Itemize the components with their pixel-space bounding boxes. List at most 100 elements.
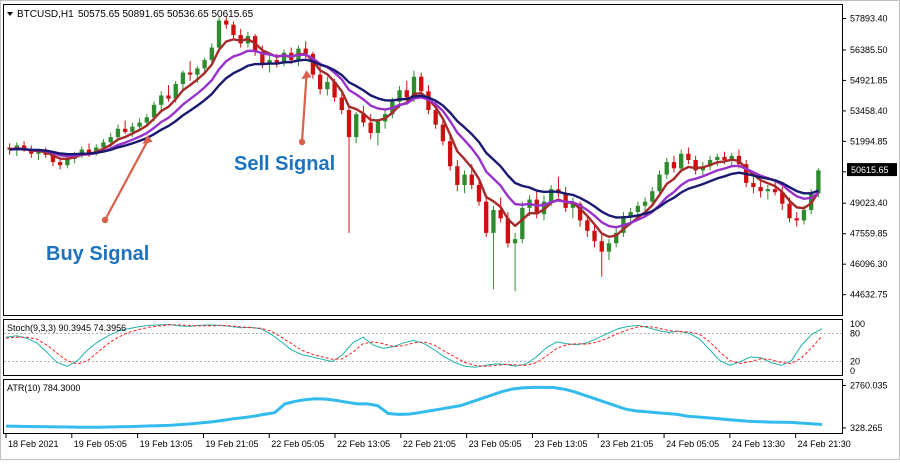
candle-body[interactable] xyxy=(722,156,727,160)
candle-body[interactable] xyxy=(101,142,106,148)
candle-body[interactable] xyxy=(202,60,207,69)
candle-body[interactable] xyxy=(729,155,734,160)
candle-body[interactable] xyxy=(801,209,807,221)
candle-body[interactable] xyxy=(765,189,771,192)
candle-body[interactable] xyxy=(606,243,612,252)
candle-body[interactable] xyxy=(29,150,34,154)
candle-body[interactable] xyxy=(772,189,778,193)
candle-body[interactable] xyxy=(758,187,763,192)
candle-body[interactable] xyxy=(310,53,316,75)
candle-body[interactable] xyxy=(614,232,619,244)
candle-body[interactable] xyxy=(86,149,92,153)
candle-body[interactable] xyxy=(397,90,402,102)
stoch-main-line xyxy=(5,323,823,368)
candle-body[interactable] xyxy=(491,209,496,233)
ohlc-readout: 50575.65 50891.65 50536.65 50615.65 xyxy=(78,9,254,20)
candle-body[interactable] xyxy=(411,76,417,98)
candle-body[interactable] xyxy=(260,51,265,65)
candle-body[interactable] xyxy=(476,184,482,202)
ma-mid-line xyxy=(9,49,820,229)
candle-body[interactable] xyxy=(130,126,135,132)
candle-body[interactable] xyxy=(570,203,576,208)
candle-body[interactable] xyxy=(520,207,525,240)
candle-body[interactable] xyxy=(780,192,785,204)
candle-body[interactable] xyxy=(686,153,691,160)
candle-body[interactable] xyxy=(108,137,113,143)
candle-body[interactable] xyxy=(137,122,142,127)
candle-body[interactable] xyxy=(440,124,446,142)
candle-body[interactable] xyxy=(65,158,70,166)
candle-body[interactable] xyxy=(216,20,222,48)
candle-body[interactable] xyxy=(462,174,467,185)
candle-body[interactable] xyxy=(512,239,518,244)
candle-body[interactable] xyxy=(166,95,171,99)
candle-body[interactable] xyxy=(505,218,511,244)
candle-body[interactable] xyxy=(354,114,359,138)
candle-body[interactable] xyxy=(787,203,792,219)
candle-body[interactable] xyxy=(498,209,503,219)
candle-body[interactable] xyxy=(209,47,214,61)
candle-body[interactable] xyxy=(715,156,720,160)
candle-body[interactable] xyxy=(592,230,597,242)
candle-body[interactable] xyxy=(635,205,641,213)
candle-body[interactable] xyxy=(180,72,186,84)
atr-pane[interactable]: 2760.035 328.265 xyxy=(5,380,888,433)
candle-body[interactable] xyxy=(122,128,128,132)
candle-body[interactable] xyxy=(368,122,373,133)
dropdown-triangle-icon[interactable] xyxy=(7,12,13,16)
candle-body[interactable] xyxy=(94,147,99,153)
candle-body[interactable] xyxy=(281,52,287,64)
candle-body[interactable] xyxy=(57,162,63,166)
candle-body[interactable] xyxy=(325,81,330,90)
candle-body[interactable] xyxy=(707,160,713,167)
candle-body[interactable] xyxy=(447,141,453,167)
candle-body[interactable] xyxy=(650,191,655,202)
candle-body[interactable] xyxy=(585,220,590,231)
candle-body[interactable] xyxy=(361,114,366,123)
candle-body[interactable] xyxy=(339,97,344,111)
candle-body[interactable] xyxy=(303,48,308,54)
time-tick-label: 23 Feb 05:05 xyxy=(469,439,522,449)
candle-body[interactable] xyxy=(144,117,149,123)
candle-body[interactable] xyxy=(187,72,193,75)
candle-body[interactable] xyxy=(151,104,157,118)
candle-body[interactable] xyxy=(375,121,381,133)
candle-body[interactable] xyxy=(751,182,756,188)
candle-body[interactable] xyxy=(642,201,648,206)
candle-body[interactable] xyxy=(816,170,821,194)
candle-body[interactable] xyxy=(549,189,554,202)
candle-body[interactable] xyxy=(173,84,178,99)
candle-body[interactable] xyxy=(274,60,279,64)
candle-body[interactable] xyxy=(484,201,489,233)
candle-body[interactable] xyxy=(115,128,121,138)
candle-body[interactable] xyxy=(195,68,200,75)
candle-body[interactable] xyxy=(469,174,474,185)
candle-body[interactable] xyxy=(317,74,323,90)
candle-body[interactable] xyxy=(419,76,424,92)
candle-body[interactable] xyxy=(671,162,677,169)
candle-body[interactable] xyxy=(50,154,56,163)
candle-body[interactable] xyxy=(679,153,684,169)
candle-body[interactable] xyxy=(267,60,272,65)
candle-body[interactable] xyxy=(693,160,698,171)
candle-body[interactable] xyxy=(224,20,229,25)
candle-body[interactable] xyxy=(79,149,84,155)
candle-body[interactable] xyxy=(159,95,164,105)
candle-body[interactable] xyxy=(332,81,337,98)
candle-body[interactable] xyxy=(238,35,243,44)
candle-body[interactable] xyxy=(36,151,41,154)
candle-body[interactable] xyxy=(657,174,662,192)
candle-body[interactable] xyxy=(455,166,460,185)
candle-body[interactable] xyxy=(599,241,604,252)
candle-body[interactable] xyxy=(231,24,236,36)
candle-body[interactable] xyxy=(577,203,583,221)
candle-body[interactable] xyxy=(404,90,409,98)
candle-body[interactable] xyxy=(794,218,799,221)
candle-body[interactable] xyxy=(664,162,669,175)
candle-body[interactable] xyxy=(346,110,352,138)
candle-body[interactable] xyxy=(433,110,438,125)
candle-body[interactable] xyxy=(628,212,633,217)
